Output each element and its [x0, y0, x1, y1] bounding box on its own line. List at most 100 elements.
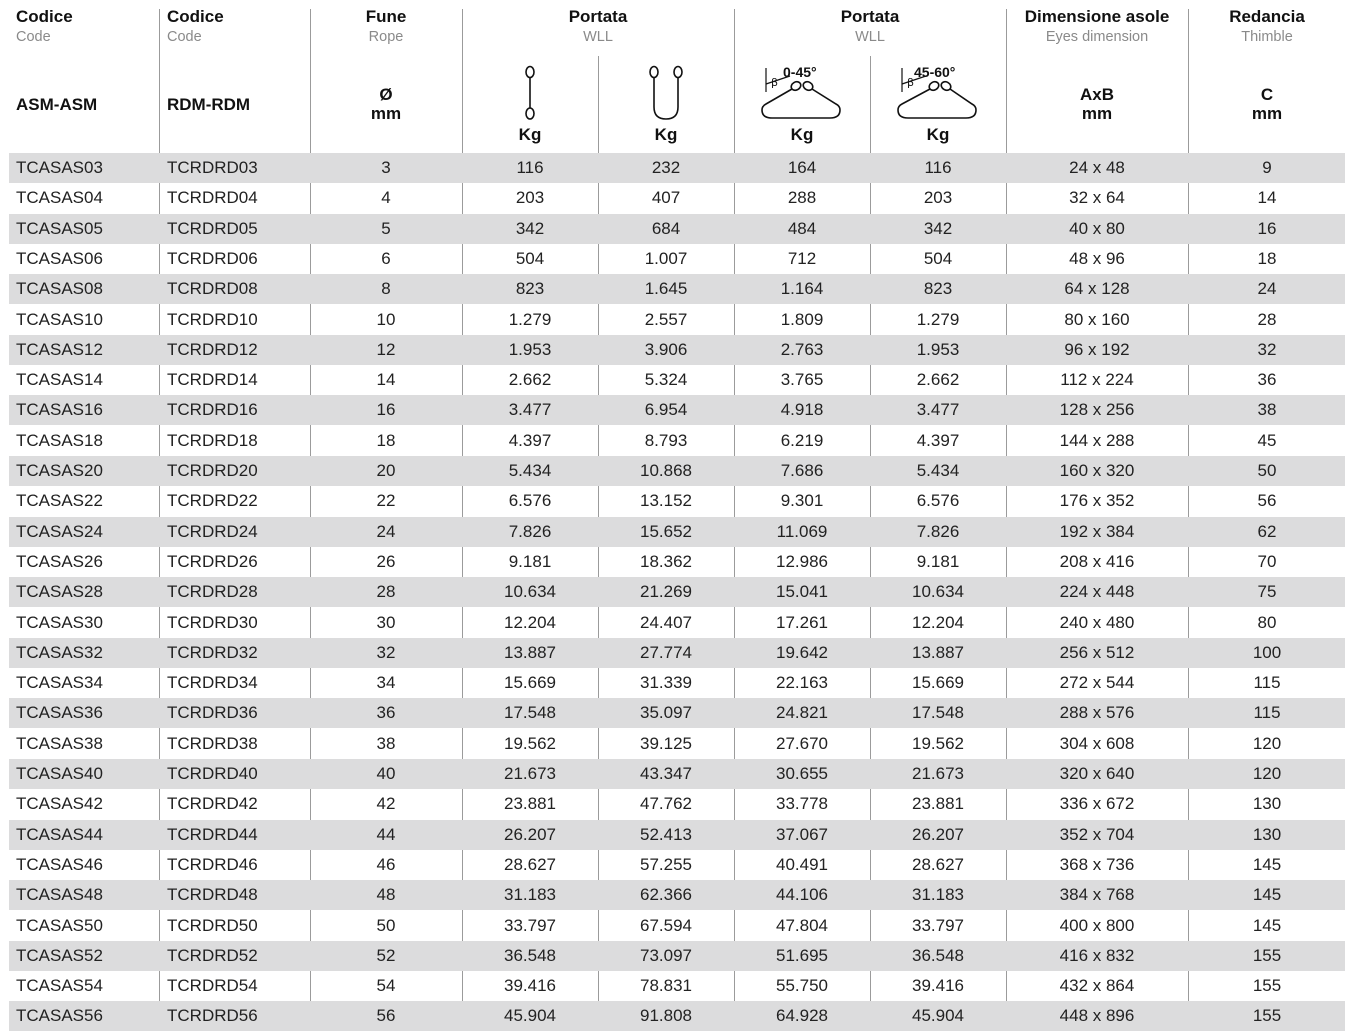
cell-code-rdm: TCRDRD22	[167, 491, 258, 511]
cell-rope-diameter: 52	[376, 945, 396, 965]
cell-thimble: 115	[1253, 673, 1281, 693]
cell-code-rdm: TCRDRD46	[167, 854, 258, 874]
table-row: TCASAS36 TCRDRD36 36 17.548 35.097 24.821 17.5…	[9, 698, 1345, 729]
cell-eyes-dimension: 144 x 288	[1059, 430, 1135, 450]
cell-wll-angle-0-45: 6.219	[780, 430, 824, 450]
cell-rope-diameter: 6	[381, 248, 391, 268]
cell-rope-diameter: 28	[376, 582, 396, 602]
cell-wll-angle-45-60: 19.562	[912, 733, 964, 753]
cell-wll-single: 12.204	[504, 612, 556, 632]
cell-wll-angle-45-60: 823	[923, 279, 953, 299]
cell-eyes-dimension: 320 x 640	[1059, 764, 1135, 783]
cell-rope-diameter: 46	[376, 854, 396, 874]
cell-wll-basket: 43.347	[640, 764, 692, 783]
cell-rope-diameter: 56	[376, 1006, 396, 1026]
cell-wll-angle-45-60: 12.204	[912, 612, 964, 632]
cell-thimble: 38	[1257, 400, 1277, 420]
cell-wll-basket: 31.339	[640, 673, 692, 693]
cell-wll-angle-0-45: 40.491	[776, 854, 828, 874]
cell-thimble: 28	[1257, 309, 1277, 329]
cell-rope-diameter: 32	[376, 642, 396, 662]
table-row: TCASAS16 TCRDRD16 16 3.477 6.954 4.918 3.477 12…	[9, 395, 1345, 426]
cell-eyes-dimension: 240 x 480	[1059, 612, 1135, 632]
cell-code-asm: TCASAS20	[16, 461, 103, 480]
angle-basket-sling-icon	[761, 68, 841, 119]
cell-wll-angle-0-45: 9.301	[780, 491, 824, 511]
cell-eyes-dimension: 224 x 448	[1059, 582, 1135, 602]
cell-wll-basket: 6.954	[644, 400, 688, 420]
cell-code-asm: TCASAS44	[16, 824, 103, 844]
cell-thimble: 155	[1252, 945, 1282, 965]
cell-thimble: 130	[1252, 824, 1282, 844]
cell-wll-angle-45-60: 31.183	[912, 885, 964, 905]
cell-eyes-dimension: 128 x 256	[1059, 400, 1135, 420]
cell-eyes-dimension: 272 x 544	[1059, 673, 1135, 693]
header-eyes: Dimensione asole	[1024, 7, 1170, 26]
cell-wll-single: 17.548	[504, 703, 556, 723]
cell-wll-angle-0-45: 164	[787, 158, 817, 177]
cell-thimble: 115	[1253, 703, 1281, 723]
cell-eyes-dimension: 160 x 320	[1059, 461, 1135, 480]
cell-thimble: 18	[1257, 248, 1277, 268]
cell-wll-basket: 3.906	[644, 339, 688, 359]
cell-thimble: 80	[1257, 612, 1277, 632]
cell-wll-angle-0-45: 51.695	[776, 945, 828, 965]
cell-rope-diameter: 24	[376, 521, 396, 541]
cell-code-rdm: TCRDRD26	[167, 551, 258, 571]
table-row: TCASAS42 TCRDRD42 42 23.881 47.762 33.778 23.8…	[9, 789, 1345, 819]
cell-code-rdm: TCRDRD16	[167, 400, 258, 420]
table-row: TCASAS52 TCRDRD52 52 36.548 73.097 51.695 36.5…	[9, 940, 1345, 971]
cell-wll-single: 33.797	[504, 915, 556, 935]
cell-eyes-dimension: 448 x 896	[1059, 1006, 1135, 1026]
header-angle1-unit: Kg	[790, 125, 814, 144]
cell-code-rdm: TCRDRD04	[167, 188, 258, 208]
cell-wll-single: 5.434	[508, 461, 552, 480]
cell-wll-angle-45-60: 17.548	[912, 703, 964, 723]
cell-thimble: 130	[1252, 794, 1282, 814]
cell-eyes-dimension: 368 x 736	[1059, 854, 1135, 874]
cell-code-asm: TCASAS16	[16, 400, 103, 420]
cell-code-asm: TCASAS08	[16, 279, 103, 299]
header-eyes-sub: Eyes dimension	[1045, 29, 1149, 45]
cell-wll-single: 3.477	[508, 400, 552, 420]
cell-code-asm: TCASAS26	[16, 551, 103, 571]
cell-wll-basket: 67.594	[640, 915, 692, 935]
cell-wll-single: 26.207	[504, 824, 556, 844]
cell-code-rdm: TCRDRD20	[167, 461, 258, 480]
table-row: TCASAS38 TCRDRD38 38 19.562 39.125 27.670 19.5…	[9, 729, 1345, 759]
cell-code-asm: TCASAS54	[16, 976, 103, 996]
cell-code-asm: TCASAS30	[16, 612, 103, 632]
cell-wll-angle-45-60: 39.416	[912, 976, 964, 996]
cell-code-asm: TCASAS10	[16, 309, 103, 329]
cell-code-asm: TCASAS24	[16, 521, 103, 541]
cell-code-rdm: TCRDRD42	[167, 794, 258, 814]
cell-thimble: 100	[1252, 642, 1282, 662]
header-eyes-axb: AxB	[1079, 85, 1115, 104]
header-angle2-unit: Kg	[926, 125, 950, 144]
cell-eyes-dimension: 40 x 80	[1069, 218, 1125, 238]
cell-code-rdm: TCRDRD30	[167, 612, 258, 632]
cell-code-rdm: TCRDRD08	[167, 279, 258, 299]
cell-wll-angle-0-45: 1.809	[780, 309, 824, 329]
cell-wll-angle-45-60: 1.953	[916, 339, 960, 359]
cell-wll-angle-45-60: 45.904	[912, 1006, 964, 1026]
cell-rope-diameter: 34	[376, 673, 396, 693]
cell-wll-angle-0-45: 33.778	[776, 794, 828, 814]
cell-code-rdm: TCRDRD34	[167, 673, 258, 693]
cell-wll-angle-45-60: 1.279	[916, 309, 960, 329]
cell-rope-diameter: 10	[376, 309, 396, 329]
cell-wll-basket: 57.255	[640, 854, 692, 874]
header-code-rdm-sub: Code	[167, 29, 202, 45]
cell-eyes-dimension: 432 x 864	[1059, 976, 1135, 996]
cell-wll-basket: 8.793	[644, 430, 688, 450]
table-row: TCASAS14 TCRDRD14 14 2.662 5.324 3.765 2.662 11…	[9, 365, 1345, 395]
cell-eyes-dimension: 192 x 384	[1059, 521, 1135, 541]
cell-wll-angle-0-45: 37.067	[776, 824, 828, 844]
cell-rope-diameter: 5	[381, 218, 391, 238]
cell-eyes-dimension: 80 x 160	[1064, 309, 1130, 329]
cell-wll-basket: 62.366	[640, 885, 692, 905]
cell-wll-single: 9.181	[508, 551, 552, 571]
cell-code-asm: TCASAS50	[16, 915, 103, 935]
table-row: TCASAS26 TCRDRD26 26 9.181 18.362 12.986 9.181…	[9, 547, 1345, 577]
cell-rope-diameter: 54	[376, 976, 396, 996]
